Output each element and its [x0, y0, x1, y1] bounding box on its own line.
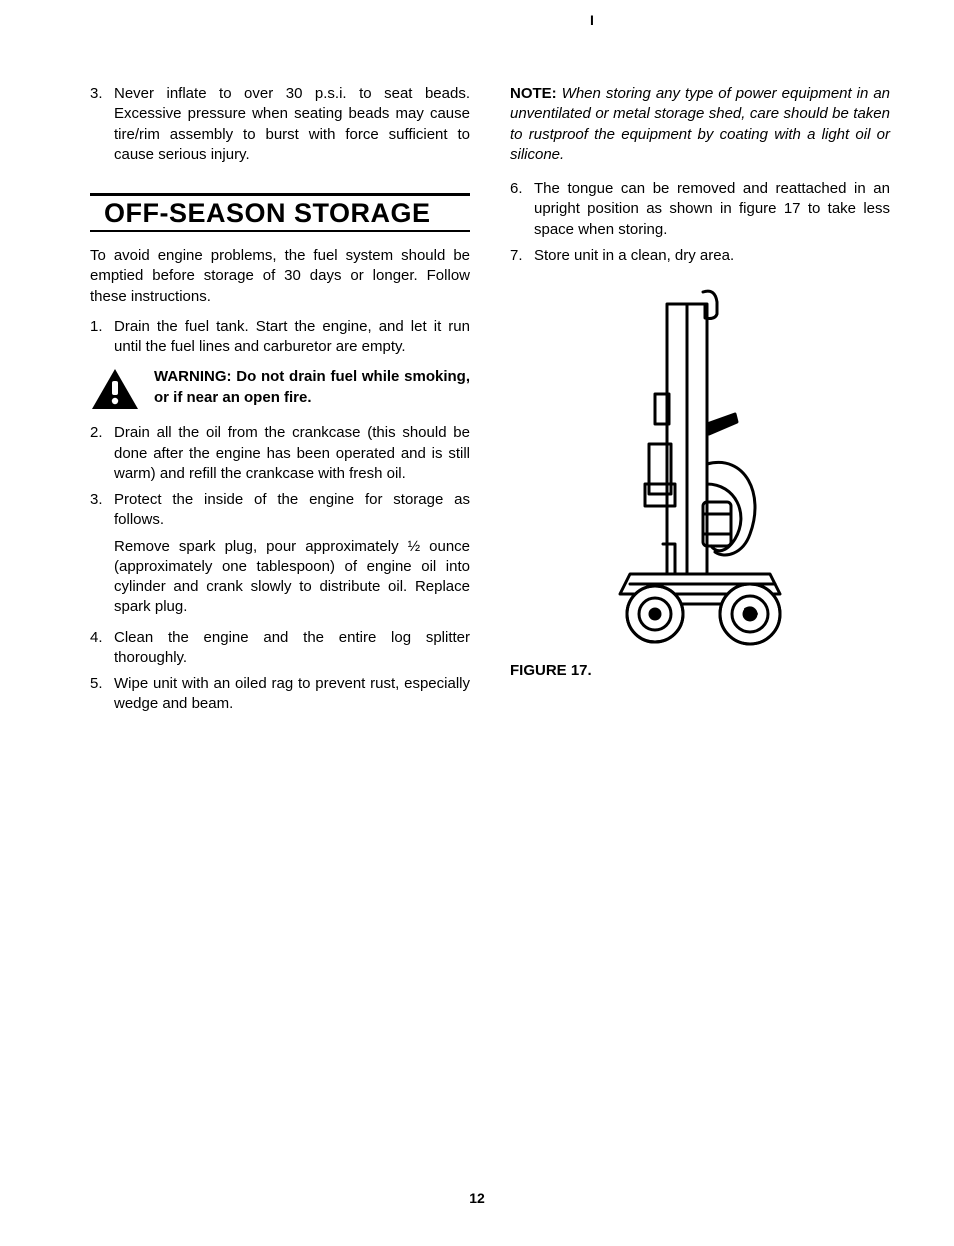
warning-text: WARNING: Do not drain fuel while smoking…: [154, 367, 470, 408]
list-item: 1. Drain the fuel tank. Start the engine…: [90, 317, 470, 358]
note-body: When storing any type of power equipment…: [510, 85, 890, 163]
list-number: 4.: [90, 628, 114, 669]
left-column: 3. Never inflate to over 30 p.s.i. to se…: [90, 84, 470, 721]
warning-triangle-icon: [90, 367, 140, 411]
list-item: 2. Drain all the oil from the crankcase …: [90, 423, 470, 484]
list-text: Wipe unit with an oiled rag to prevent r…: [114, 674, 470, 715]
list-text: Store unit in a clean, dry area.: [534, 246, 890, 266]
list-text: Clean the engine and the entire log spli…: [114, 628, 470, 669]
list-number: 2.: [90, 423, 114, 484]
list-text: Drain all the oil from the crankcase (th…: [114, 423, 470, 484]
list-text: Protect the inside of the engine for sto…: [114, 490, 470, 531]
page-number: 12: [0, 1190, 954, 1206]
note-label: NOTE:: [510, 85, 557, 102]
list-number: 1.: [90, 317, 114, 358]
list-number: 3.: [90, 84, 114, 165]
right-column: NOTE: When storing any type of power equ…: [510, 84, 890, 721]
section-heading: OFF-SEASON STORAGE: [90, 193, 470, 232]
log-splitter-illustration: [575, 284, 825, 654]
list-number: 5.: [90, 674, 114, 715]
page-content: 3. Never inflate to over 30 p.s.i. to se…: [0, 0, 954, 761]
list-item: 5. Wipe unit with an oiled rag to preven…: [90, 674, 470, 715]
figure-caption: FIGURE 17.: [510, 662, 592, 679]
section-title-text: OFF-SEASON STORAGE: [90, 198, 470, 229]
sub-paragraph: Remove spark plug, pour approximately ½ …: [114, 537, 470, 618]
list-text: The tongue can be removed and reattached…: [534, 179, 890, 240]
list-item: 7. Store unit in a clean, dry area.: [510, 246, 890, 266]
list-text: Never inflate to over 30 p.s.i. to seat …: [114, 84, 470, 165]
note-paragraph: NOTE: When storing any type of power equ…: [510, 84, 890, 165]
figure-17: FIGURE 17.: [510, 284, 890, 679]
list-item: 4. Clean the engine and the entire log s…: [90, 628, 470, 669]
warning-block: WARNING: Do not drain fuel while smoking…: [90, 367, 470, 411]
list-item: 6. The tongue can be removed and reattac…: [510, 179, 890, 240]
list-number: 6.: [510, 179, 534, 240]
list-number: 7.: [510, 246, 534, 266]
intro-paragraph: To avoid engine problems, the fuel syste…: [90, 246, 470, 307]
list-number: 3.: [90, 490, 114, 531]
stray-mark: I: [590, 12, 594, 28]
list-item: 3. Protect the inside of the engine for …: [90, 490, 470, 531]
list-text: Drain the fuel tank. Start the engine, a…: [114, 317, 470, 358]
list-item: 3. Never inflate to over 30 p.s.i. to se…: [90, 84, 470, 165]
